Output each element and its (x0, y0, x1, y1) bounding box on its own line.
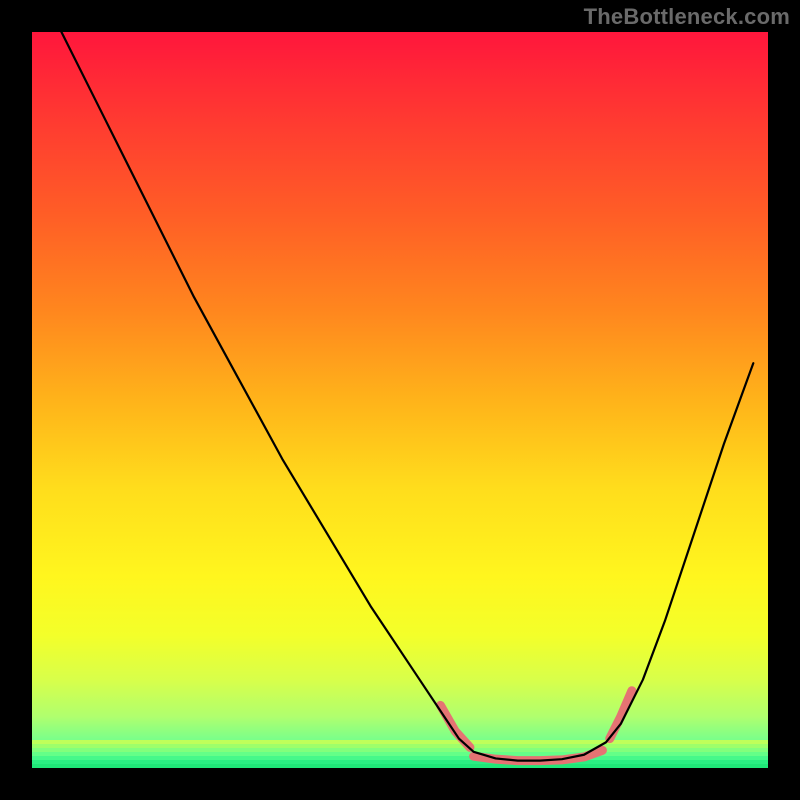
plot-area (32, 32, 768, 768)
bottom-stripes (32, 740, 768, 768)
bottleneck-chart (0, 0, 800, 800)
watermark-text: TheBottleneck.com (584, 4, 790, 30)
